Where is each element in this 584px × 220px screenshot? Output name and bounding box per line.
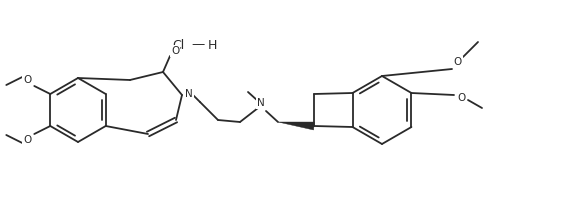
Text: Cl: Cl: [172, 38, 184, 51]
Text: O: O: [23, 75, 32, 85]
Text: O: O: [454, 57, 462, 67]
Text: H: H: [207, 38, 217, 51]
Text: O: O: [171, 46, 179, 56]
Text: O: O: [458, 93, 466, 103]
Text: —: —: [192, 38, 204, 51]
Text: N: N: [185, 89, 193, 99]
Text: O: O: [23, 135, 32, 145]
Text: N: N: [257, 98, 265, 108]
Polygon shape: [278, 122, 314, 130]
